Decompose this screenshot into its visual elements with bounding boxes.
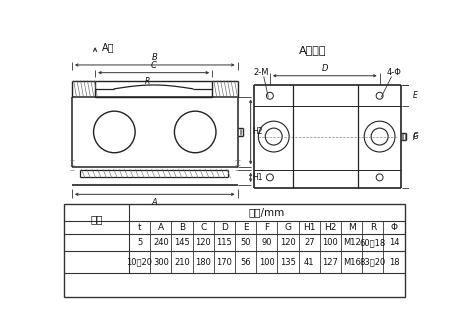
Text: E: E — [242, 223, 248, 232]
Text: 180: 180 — [195, 258, 211, 266]
Text: E: E — [411, 91, 416, 100]
Text: R: R — [369, 223, 375, 232]
Text: 56: 56 — [240, 258, 250, 266]
Text: 4-Φ: 4-Φ — [386, 68, 401, 77]
Text: t: t — [137, 223, 141, 232]
Text: 210: 210 — [174, 258, 189, 266]
Text: 2-M: 2-M — [253, 68, 268, 77]
Text: B: B — [178, 223, 185, 232]
Text: D: D — [321, 64, 327, 73]
Text: D: D — [221, 223, 228, 232]
Text: M16: M16 — [342, 258, 360, 266]
Text: Φ: Φ — [389, 223, 397, 232]
Text: 83深20: 83深20 — [359, 258, 385, 266]
Text: G: G — [411, 132, 417, 141]
Text: H2: H2 — [252, 127, 262, 136]
Text: H1: H1 — [252, 173, 262, 182]
Text: 50: 50 — [240, 238, 250, 247]
Text: 5: 5 — [136, 238, 142, 247]
Text: G: G — [284, 223, 291, 232]
Text: C: C — [200, 223, 206, 232]
Text: A: A — [157, 223, 163, 232]
Text: 18: 18 — [388, 258, 399, 266]
Text: 90: 90 — [261, 238, 272, 247]
Text: M12: M12 — [342, 238, 360, 247]
Text: 14: 14 — [388, 238, 399, 247]
Text: 135: 135 — [279, 258, 295, 266]
Text: A: A — [152, 198, 157, 207]
Text: 尺寸/mm: 尺寸/mm — [248, 207, 284, 217]
Text: 300: 300 — [152, 258, 168, 266]
Text: 量程: 量程 — [90, 214, 103, 224]
Text: 170: 170 — [216, 258, 232, 266]
Text: A向: A向 — [102, 42, 114, 52]
Text: R: R — [145, 77, 150, 86]
Text: 115: 115 — [216, 238, 232, 247]
Text: B: B — [152, 53, 157, 62]
Text: 10～20: 10～20 — [126, 258, 152, 266]
Text: 120: 120 — [195, 238, 211, 247]
Text: 127: 127 — [322, 258, 338, 266]
Text: 240: 240 — [152, 238, 168, 247]
Text: H1: H1 — [302, 223, 315, 232]
Text: F: F — [411, 133, 416, 142]
Text: F: F — [263, 223, 269, 232]
Text: M: M — [347, 223, 355, 232]
Text: A向视图: A向视图 — [298, 45, 325, 54]
Bar — [64, 204, 404, 297]
Text: 120: 120 — [279, 238, 295, 247]
Text: C: C — [150, 60, 156, 70]
Text: 60深18: 60深18 — [359, 238, 385, 247]
Text: 41: 41 — [303, 258, 314, 266]
Text: 27: 27 — [303, 238, 314, 247]
Text: 100: 100 — [322, 238, 338, 247]
Text: H2: H2 — [324, 223, 336, 232]
Text: 145: 145 — [174, 238, 189, 247]
Text: 100: 100 — [258, 258, 274, 266]
